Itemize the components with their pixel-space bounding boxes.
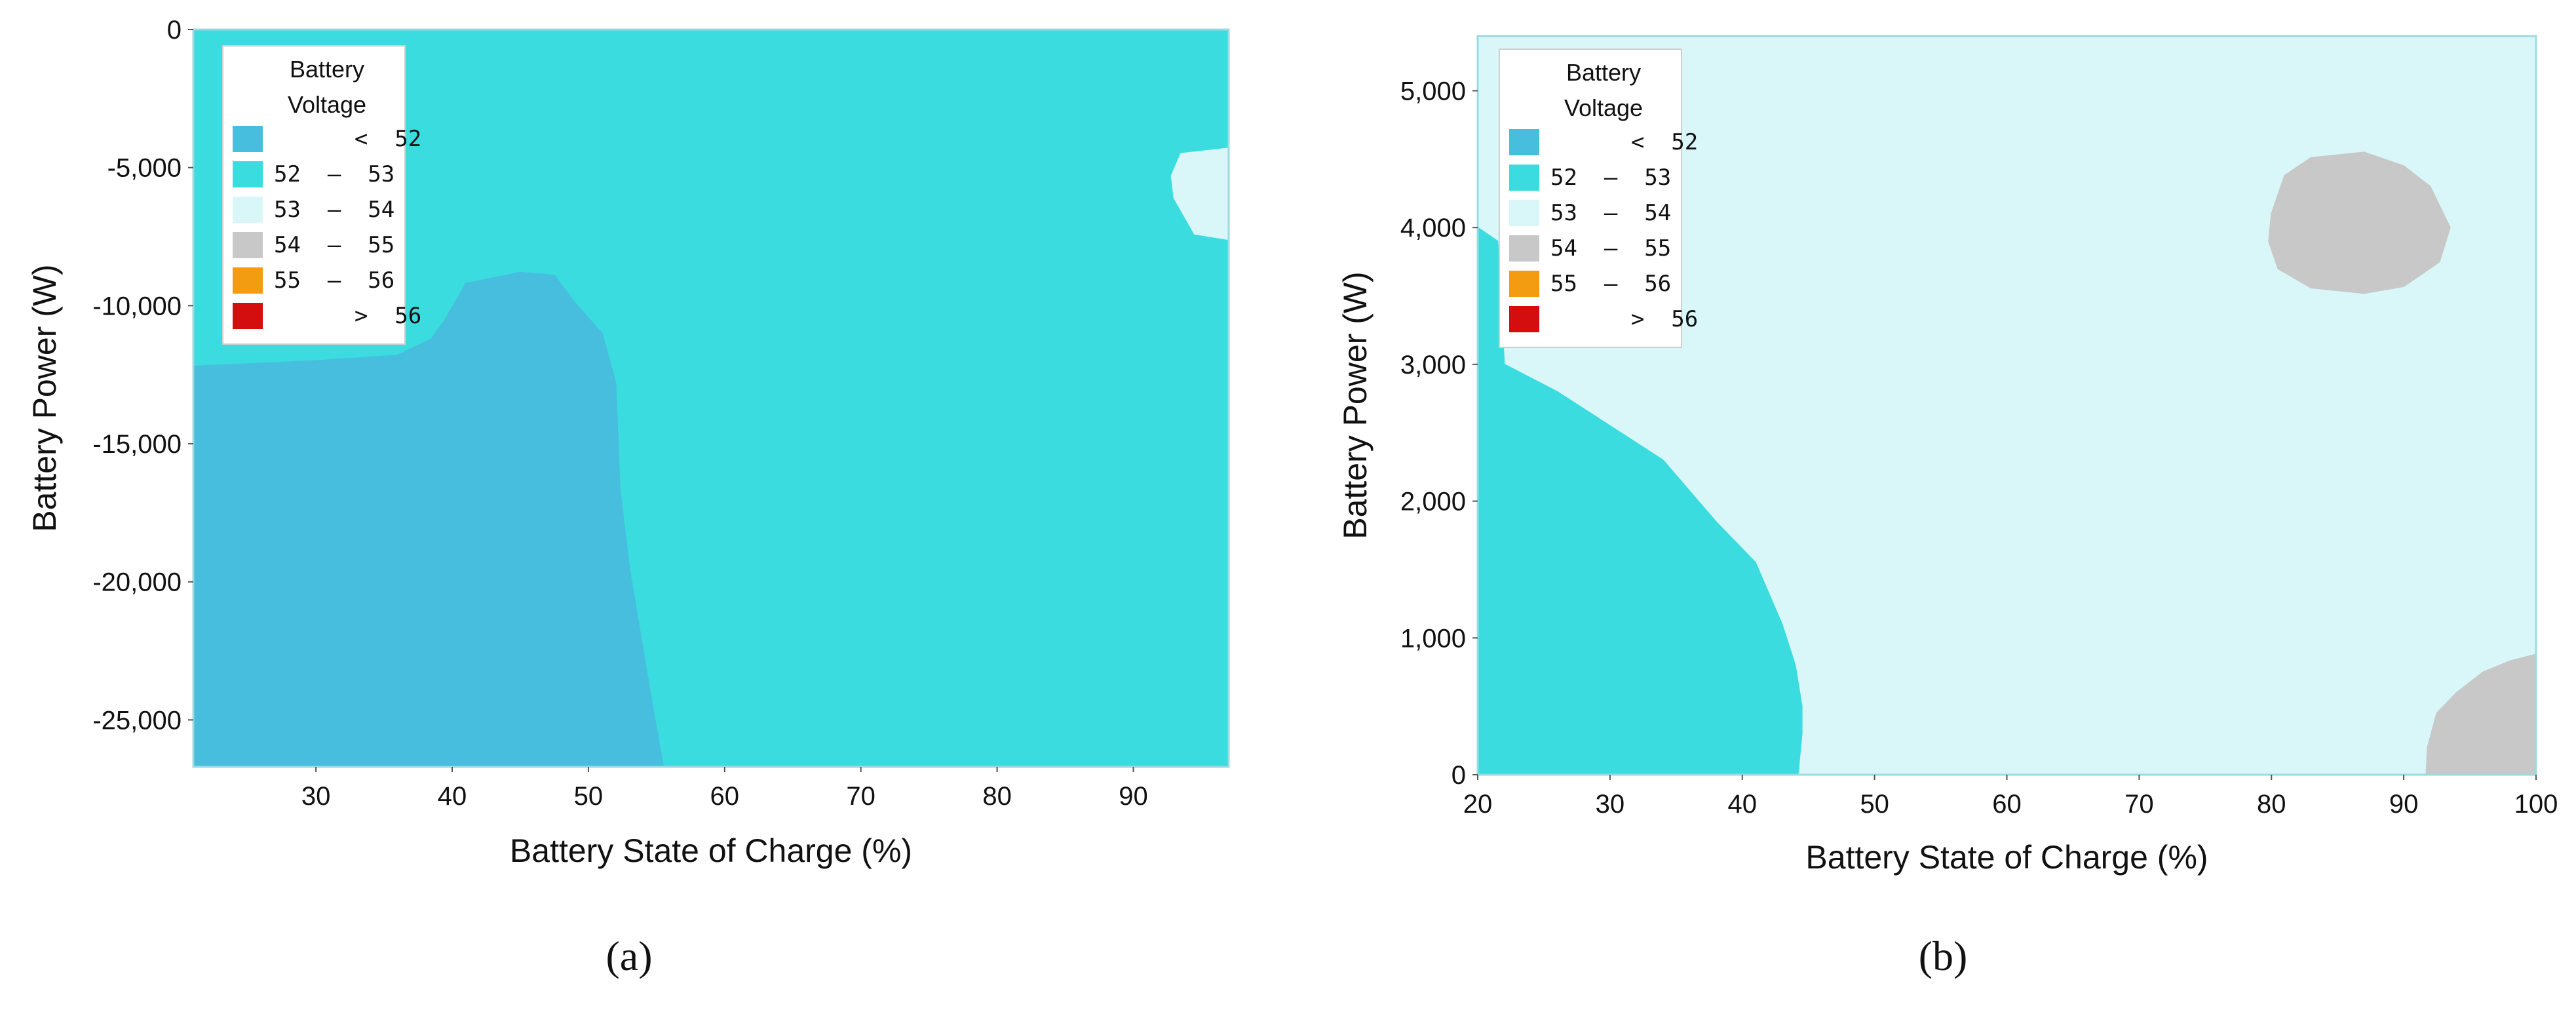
x-tick-label: 90 <box>1119 782 1148 811</box>
legend-swatch <box>1509 165 1539 191</box>
legend-swatch <box>1509 129 1539 155</box>
x-tick-label: 70 <box>846 782 875 811</box>
y-tick-label: -20,000 <box>92 568 182 597</box>
legend-swatch <box>233 232 263 258</box>
legend-label: 53 – 54 <box>1550 200 1671 226</box>
legend-label: 55 – 56 <box>1550 271 1671 297</box>
x-tick-label: 50 <box>574 782 604 811</box>
contour-region <box>193 271 664 767</box>
legend-swatch <box>1509 235 1539 262</box>
x-tick-label: 40 <box>438 782 467 811</box>
y-tick-label: 1,000 <box>1400 624 1466 653</box>
legend-box <box>1499 49 1682 348</box>
plot-frame <box>192 28 1230 768</box>
chart-panel-a: 30 40 50 60 70 80 90 0 -5,000 -10,000 -15,000 -20,0… <box>26 16 1230 979</box>
x-tick-label: 100 <box>2514 790 2558 819</box>
legend-label: 53 – 54 <box>274 197 394 223</box>
contour-region <box>1477 226 1803 775</box>
legend-label: 54 – 55 <box>1550 235 1671 262</box>
legend-swatch <box>233 197 263 223</box>
legend-swatch <box>233 126 263 152</box>
chart-panel-b: 20 30 40 50 60 70 80 90 100 0 1,000 2,000 3,000 4,000… <box>1337 35 2558 979</box>
legend-label: < 52 <box>274 126 421 152</box>
x-tick-label: 80 <box>2257 790 2286 819</box>
y-tick-label: 0 <box>1451 761 1466 790</box>
x-tick-label: 90 <box>2389 790 2419 819</box>
legend-swatch <box>233 161 263 187</box>
legend-swatch <box>1509 271 1539 297</box>
legend-label: 54 – 55 <box>274 232 394 258</box>
legend-title: Battery <box>290 56 364 83</box>
x-tick-label: 30 <box>301 782 331 811</box>
legend-label: 52 – 53 <box>274 161 394 187</box>
y-tick-label: 2,000 <box>1400 488 1466 516</box>
legend-box <box>222 45 406 345</box>
y-tick-label: 3,000 <box>1400 351 1466 379</box>
legend-label: 55 – 56 <box>274 267 394 294</box>
x-tick-label: 20 <box>1463 790 1493 819</box>
x-tick-label: 40 <box>1728 790 1758 819</box>
legend-label: 52 – 53 <box>1550 165 1671 191</box>
y-axis-title: Battery Power (W) <box>1337 271 1374 539</box>
legend-swatch <box>1509 200 1539 226</box>
y-tick-label: 4,000 <box>1400 214 1466 243</box>
legend-swatch <box>233 303 263 329</box>
legend-swatch <box>233 267 263 294</box>
x-axis-title: Battery State of Charge (%) <box>1805 839 2208 876</box>
x-tick-label: 60 <box>1992 790 2022 819</box>
panel-caption: (b) <box>1919 933 1968 979</box>
y-tick-label: 5,000 <box>1400 77 1466 106</box>
x-tick-label: 50 <box>1860 790 1889 819</box>
x-tick-label: 60 <box>710 782 740 811</box>
y-tick-label: 0 <box>167 16 182 45</box>
contour-region <box>2268 151 2451 294</box>
x-tick-label: 30 <box>1596 790 1625 819</box>
legend-label: > 56 <box>274 303 421 329</box>
y-tick-label: -10,000 <box>92 292 182 320</box>
y-tick-label: -15,000 <box>92 430 182 459</box>
legend-label: < 52 <box>1550 129 1698 155</box>
panel-caption: (a) <box>606 933 652 979</box>
legend: Battery Voltage < 52 52 – 53 53 – 54 54 – 55… <box>1499 49 1698 348</box>
y-axis-title: Battery Power (W) <box>26 264 63 532</box>
legend: Battery Voltage < 52 52 – 53 53 – 54 54 – 55… <box>222 45 421 345</box>
legend-swatch <box>1509 306 1539 332</box>
legend-title: Battery <box>1566 59 1641 86</box>
y-tick-label: -25,000 <box>92 706 182 735</box>
x-axis-title: Battery State of Charge (%) <box>510 832 912 869</box>
legend-title: Voltage <box>288 91 366 118</box>
x-tick-label: 70 <box>2124 790 2154 819</box>
legend-title: Voltage <box>1564 94 1643 121</box>
legend-label: > 56 <box>1550 306 1698 332</box>
x-tick-label: 80 <box>982 782 1012 811</box>
y-tick-label: -5,000 <box>107 154 182 183</box>
